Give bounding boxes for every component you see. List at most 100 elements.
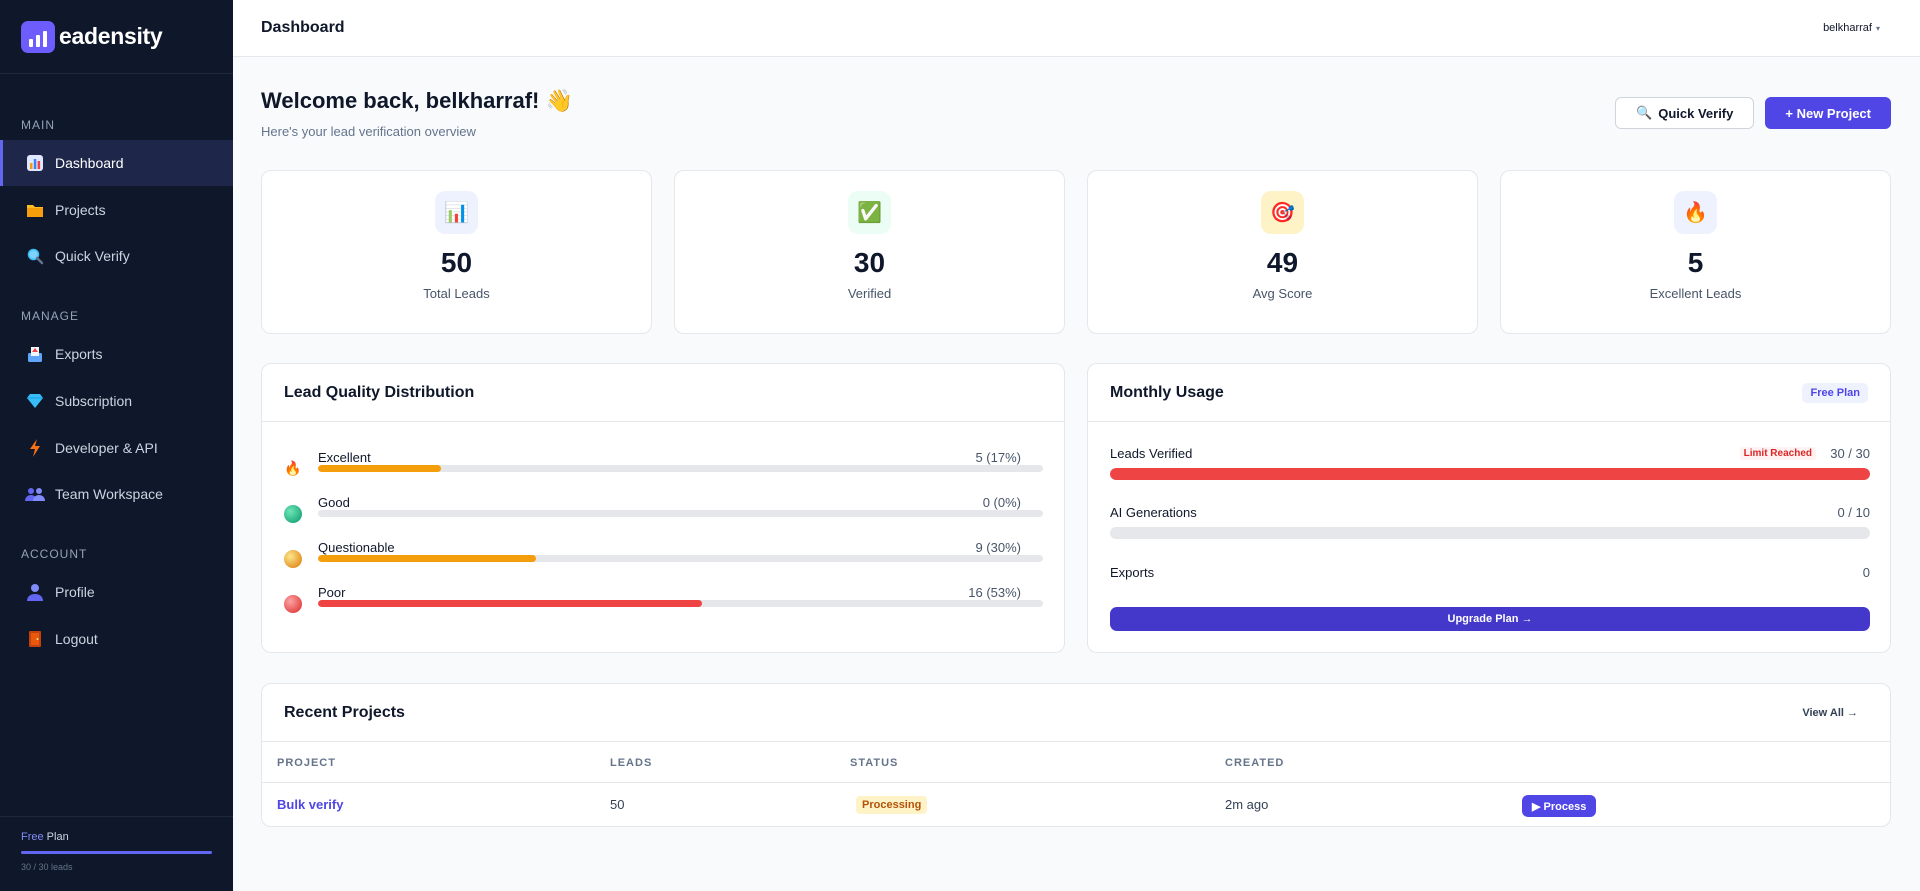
stat-label: Total Leads bbox=[423, 286, 490, 301]
person-icon bbox=[25, 582, 45, 602]
stat-value: 5 bbox=[1687, 247, 1704, 278]
card-title: Monthly Usage bbox=[1110, 383, 1224, 401]
dist-value: 0 (0%) bbox=[982, 495, 1021, 510]
topbar: Dashboard belkharraf ▾ bbox=[233, 0, 1920, 57]
project-name-link[interactable]: Bulk verify bbox=[277, 797, 344, 812]
sidebar-item-team-workspace[interactable]: Team Workspace bbox=[0, 471, 233, 517]
card-header: Lead Quality Distribution bbox=[262, 364, 1064, 422]
sidebar-item-logout[interactable]: Logout bbox=[0, 616, 233, 662]
sidebar-item-label: Dashboard bbox=[55, 155, 124, 171]
sidebar-item-exports[interactable]: Exports bbox=[0, 331, 233, 377]
view-all-link[interactable]: View All → bbox=[1802, 706, 1858, 719]
outbox-icon bbox=[25, 344, 45, 364]
lightning-icon bbox=[25, 438, 45, 458]
plan-badge: Free Plan bbox=[1802, 382, 1868, 403]
project-created: 2m ago bbox=[1225, 797, 1269, 812]
quick-verify-button[interactable]: 🔍 Quick Verify bbox=[1615, 97, 1755, 129]
column-header-leads[interactable]: LEADS bbox=[610, 757, 653, 769]
usage-bar bbox=[1110, 527, 1870, 539]
stat-value: 50 bbox=[440, 247, 473, 278]
usage-row-leads-verified: Leads Verified Limit Reached 30 / 30 bbox=[1110, 446, 1870, 480]
sidebar-item-developer-api[interactable]: Developer & API bbox=[0, 425, 233, 471]
recent-projects-card: Recent Projects View All → PROJECT LEADS… bbox=[261, 683, 1892, 827]
status-badge: Processing bbox=[856, 796, 928, 814]
card-title: Lead Quality Distribution bbox=[284, 383, 475, 401]
red-circle-icon bbox=[284, 595, 302, 613]
usage-value: 0 / 10 bbox=[1837, 505, 1870, 520]
user-menu[interactable]: belkharraf ▾ bbox=[1823, 22, 1880, 34]
dist-bar bbox=[318, 510, 1043, 517]
card-title: Recent Projects bbox=[284, 703, 405, 721]
welcome-subtitle: Here's your lead verification overview bbox=[261, 124, 476, 139]
fire-icon: 🔥 bbox=[1674, 191, 1717, 234]
people-icon bbox=[25, 484, 45, 504]
dist-name: Good bbox=[318, 495, 350, 510]
column-header-created[interactable]: CREATED bbox=[1225, 757, 1285, 769]
brand[interactable]: eadensity bbox=[0, 0, 233, 74]
dist-value: 9 (30%) bbox=[975, 540, 1021, 555]
upgrade-plan-button[interactable]: Upgrade Plan → bbox=[1110, 607, 1870, 631]
user-name: belkharraf bbox=[1823, 22, 1872, 34]
fire-icon: 🔥 bbox=[284, 460, 302, 476]
dist-bar-fill bbox=[318, 600, 703, 607]
dist-bar-fill bbox=[318, 465, 442, 472]
lead-quality-card: Lead Quality Distribution 🔥 Excellent 5 … bbox=[261, 363, 1065, 653]
bar-chart-icon bbox=[25, 153, 45, 173]
quick-verify-label: Quick Verify bbox=[1658, 105, 1734, 121]
dist-bar bbox=[318, 600, 1043, 607]
usage-value: 0 bbox=[1862, 565, 1870, 580]
sidebar-item-label: Profile bbox=[55, 584, 95, 600]
plan-label: Free Plan bbox=[21, 831, 69, 843]
folder-icon bbox=[25, 200, 45, 220]
dist-row-good: Good 0 (0%) bbox=[284, 495, 1043, 531]
usage-bar bbox=[1110, 468, 1870, 480]
sidebar-item-label: Subscription bbox=[55, 393, 133, 409]
usage-name: AI Generations bbox=[1110, 505, 1197, 520]
plan-usage-bar-fill bbox=[21, 851, 212, 854]
monthly-usage-card: Monthly Usage Free Plan Leads Verified L… bbox=[1087, 363, 1891, 653]
process-button[interactable]: ▶ Process bbox=[1522, 795, 1597, 817]
dist-value: 16 (53%) bbox=[968, 585, 1021, 600]
sidebar-item-projects[interactable]: Projects bbox=[0, 187, 233, 233]
usage-bar-fill bbox=[1110, 468, 1870, 480]
dist-row-excellent: 🔥 Excellent 5 (17%) bbox=[284, 450, 1043, 486]
welcome-block: Welcome back, belkharraf! 👋 Here's your … bbox=[261, 88, 573, 139]
nav-section-main: MAIN bbox=[21, 118, 55, 132]
nav-section-manage: MANAGE bbox=[21, 309, 80, 323]
column-header-project[interactable]: PROJECT bbox=[277, 757, 336, 769]
sidebar-item-subscription[interactable]: Subscription bbox=[0, 378, 233, 424]
sidebar-item-profile[interactable]: Profile bbox=[0, 569, 233, 615]
card-header: Monthly Usage Free Plan bbox=[1088, 364, 1890, 422]
sidebar-item-label: Quick Verify bbox=[55, 248, 130, 264]
dist-bar bbox=[318, 555, 1043, 562]
card-header: Recent Projects View All → bbox=[262, 684, 1890, 742]
stat-card-excellent-leads: 🔥 5 Excellent Leads bbox=[1500, 170, 1891, 334]
dist-row-poor: Poor 16 (53%) bbox=[284, 585, 1043, 621]
stat-card-avg-score: 🎯 49 Avg Score bbox=[1087, 170, 1478, 334]
page-title: Dashboard bbox=[261, 19, 345, 36]
dist-name: Excellent bbox=[318, 450, 371, 465]
dist-row-questionable: Questionable 9 (30%) bbox=[284, 540, 1043, 576]
search-icon: 🔍 bbox=[1636, 105, 1653, 120]
sidebar-item-label: Projects bbox=[55, 202, 106, 218]
magnifier-icon bbox=[25, 246, 45, 266]
stats-row: 📊 50 Total Leads ✅ 30 Verified 🎯 49 Avg … bbox=[261, 170, 1891, 334]
nav-section-account: ACCOUNT bbox=[21, 547, 88, 561]
new-project-button[interactable]: + New Project bbox=[1765, 97, 1891, 129]
usage-row-exports: Exports 0 bbox=[1110, 565, 1870, 580]
project-leads: 50 bbox=[610, 797, 625, 812]
stat-card-total-leads: 📊 50 Total Leads bbox=[261, 170, 652, 334]
dist-bar bbox=[318, 465, 1043, 472]
plan-usage-bar bbox=[21, 851, 212, 854]
usage-row-ai-generations: AI Generations 0 / 10 bbox=[1110, 505, 1870, 539]
dist-bar-fill bbox=[318, 555, 536, 562]
table-header: PROJECT LEADS STATUS CREATED bbox=[262, 743, 1892, 783]
yellow-circle-icon bbox=[284, 550, 302, 568]
welcome-title: Welcome back, belkharraf! 👋 bbox=[261, 88, 573, 113]
sidebar-item-dashboard[interactable]: Dashboard bbox=[0, 140, 233, 186]
column-header-status[interactable]: STATUS bbox=[850, 757, 899, 769]
brand-name: eadensity bbox=[59, 23, 163, 49]
brand-logo-icon bbox=[21, 20, 55, 53]
sidebar-item-quick-verify[interactable]: Quick Verify bbox=[0, 233, 233, 279]
usage-name: Leads Verified bbox=[1110, 446, 1193, 461]
